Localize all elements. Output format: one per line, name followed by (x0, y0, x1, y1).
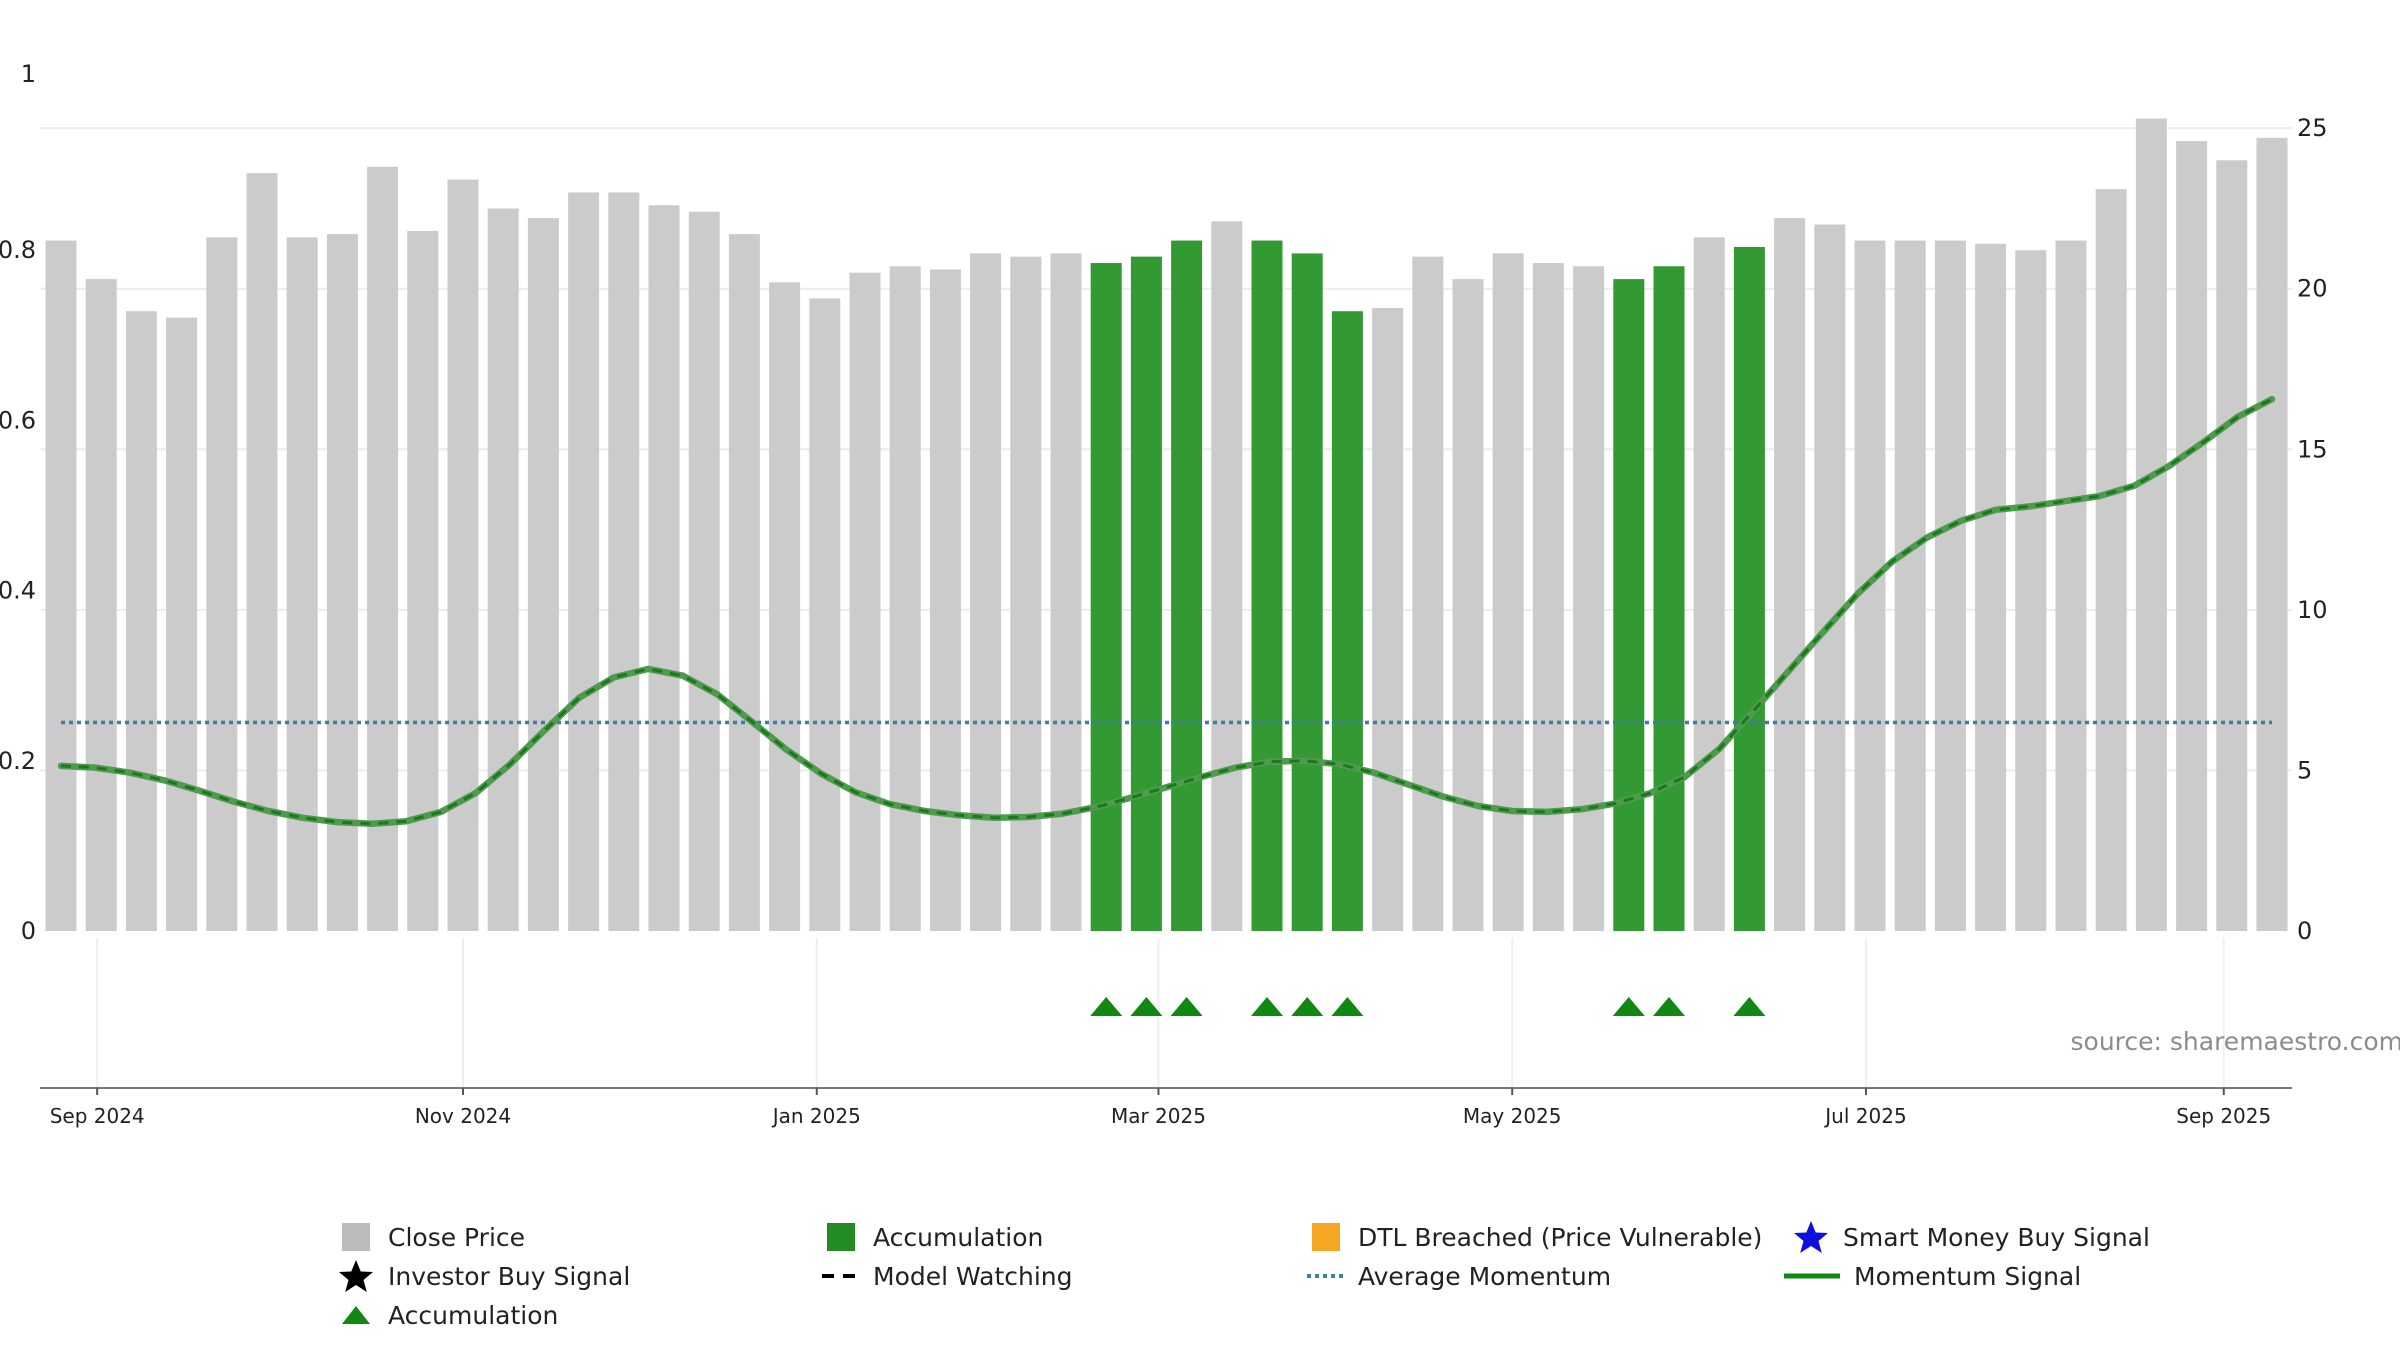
close-price-bar (929, 269, 961, 932)
close-price-bar (2216, 160, 2248, 931)
close-price-bar (45, 240, 77, 931)
close-price-bar (447, 179, 479, 931)
accumulation-triangle (1612, 997, 1645, 1016)
left-y-tick-label: 1 (21, 60, 36, 88)
accumulation-triangle (1733, 997, 1766, 1016)
close-price-bar (1492, 253, 1524, 931)
right-y-tick-label: 25 (2297, 114, 2328, 142)
accumulation-triangle (1170, 997, 1203, 1016)
close-price-bar (1693, 237, 1725, 931)
right-y-tick-label: 15 (2297, 435, 2328, 463)
close-price-bar (889, 266, 921, 931)
close-price-bar (85, 279, 117, 931)
close-price-bar (527, 218, 559, 931)
accumulation-bar (1331, 311, 1363, 931)
close-price-bar (1050, 253, 1082, 931)
accumulation-bar (1090, 263, 1122, 931)
close-price-bar (1372, 308, 1404, 931)
close-price-bar (568, 192, 600, 931)
axes: Sep 2024 Nov 2024 Jan 2025 Mar 2025 May 2025… (0, 60, 2328, 1128)
close-price-bar (608, 192, 640, 931)
momentum-signal-line (60, 397, 2273, 826)
close-price-bar (487, 208, 519, 932)
close-price-bar (407, 230, 439, 931)
accumulation-bar (1733, 246, 1765, 932)
accumulation-triangle (1331, 997, 1364, 1016)
close-price-bar (2176, 141, 2208, 932)
x-tick-label: Jan 2025 (771, 1104, 861, 1128)
left-y-tick-label: 0.6 (0, 406, 36, 434)
close-price-bar (1010, 256, 1042, 931)
x-tick-label: May 2025 (1463, 1104, 1562, 1128)
close-price-bar (125, 311, 157, 931)
close-price-bar (2095, 189, 2127, 931)
close-price-bar (2135, 118, 2167, 932)
close-price-bar (1532, 263, 1564, 931)
x-tick-label: Nov 2024 (415, 1104, 511, 1128)
close-price-bar (728, 234, 760, 931)
accumulation-triangle (1130, 997, 1163, 1016)
x-tick-label: Sep 2025 (2176, 1104, 2271, 1128)
close-price-bar (849, 272, 881, 931)
source-note: source: sharemaestro.com (2071, 1027, 2400, 1056)
close-price-bar (2015, 250, 2047, 931)
accumulation-triangle (1251, 997, 1283, 1016)
accumulation-triangle (1090, 997, 1123, 1016)
close-price-bar (286, 237, 318, 931)
close-price-bar (2256, 137, 2288, 931)
accumulation-bar (1291, 253, 1323, 931)
close-price-bar (809, 298, 841, 931)
close-price-bar (1573, 266, 1605, 931)
right-y-tick-label: 5 (2297, 756, 2312, 784)
left-y-tick-label: 0.8 (0, 236, 36, 264)
left-y-tick-label: 0.2 (0, 747, 36, 775)
accumulation-bar (1613, 279, 1645, 931)
accumulation-triangles (1090, 997, 1766, 1016)
close-price-bar (246, 173, 278, 931)
left-y-tick-label: 0 (21, 917, 36, 945)
close-price-bar (1934, 240, 1966, 931)
accumulation-bar (1251, 240, 1283, 931)
accumulation-triangle (1653, 997, 1685, 1016)
accumulation-bar (1130, 256, 1162, 931)
left-y-tick-label: 0.4 (0, 577, 36, 605)
close-price-bar (1975, 243, 2007, 932)
close-price-bar (648, 205, 680, 931)
close-price-bar (1814, 224, 1846, 932)
close-price-bar (688, 211, 720, 931)
close-price-bar (1211, 221, 1243, 932)
right-y-tick-label: 0 (2297, 917, 2312, 945)
close-price-bar (2055, 240, 2087, 931)
x-tick-label: Sep 2024 (50, 1104, 145, 1128)
close-price-bar (1412, 256, 1444, 931)
close-price-bar (970, 253, 1002, 931)
close-price-bar (1774, 218, 1806, 931)
close-price-bar (166, 317, 198, 932)
close-price-bar (326, 234, 358, 931)
close-price-bar (769, 282, 801, 931)
close-price-bar (1894, 240, 1926, 931)
momentum-lines (57, 395, 2276, 828)
right-y-tick-label: 10 (2297, 596, 2328, 624)
accumulation-bar (1653, 266, 1685, 931)
accumulation-triangle (1291, 997, 1324, 1016)
x-tick-label: Mar 2025 (1111, 1104, 1206, 1128)
close-price-bar (367, 166, 399, 931)
close-price-bar (206, 237, 238, 931)
x-tick-label: Jul 2025 (1823, 1104, 1906, 1128)
close-price-bar (1452, 279, 1484, 931)
accumulation-bar (1171, 240, 1203, 931)
right-y-tick-label: 20 (2297, 275, 2328, 303)
